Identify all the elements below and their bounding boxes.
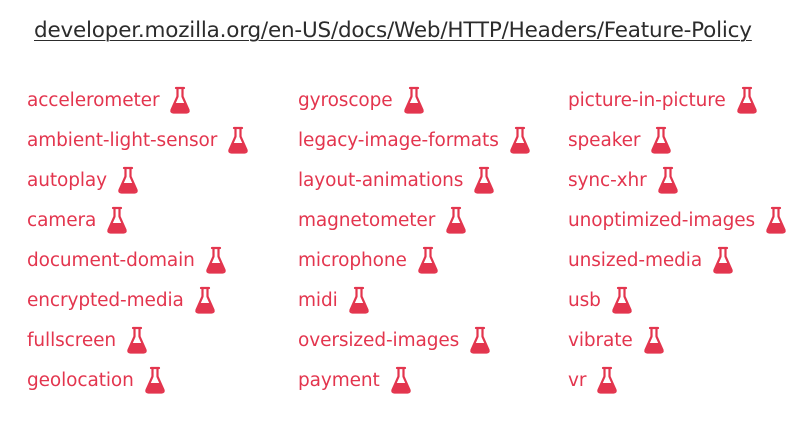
docs-url-link[interactable]: developer.mozilla.org/en-US/docs/Web/HTT… <box>34 18 752 43</box>
feature-name: layout-animations <box>298 169 464 191</box>
feature-name: unsized-media <box>568 249 703 271</box>
feature-item: magnetometer <box>298 200 531 240</box>
feature-name: accelerometer <box>27 89 160 111</box>
feature-item: geolocation <box>27 360 249 400</box>
feature-name: payment <box>298 369 380 391</box>
feature-name: vibrate <box>568 329 633 351</box>
flask-icon <box>348 286 369 314</box>
flask-icon <box>657 166 678 194</box>
feature-item: vr <box>568 360 787 400</box>
feature-name: vr <box>568 369 587 391</box>
feature-name: speaker <box>568 129 641 151</box>
feature-column-2: gyroscope legacy-image-formats layout-an… <box>298 80 531 400</box>
feature-name: picture-in-picture <box>568 89 726 111</box>
flask-icon <box>612 286 632 314</box>
feature-column-3: picture-in-picture speaker sync-xhr unop… <box>568 80 787 400</box>
feature-item: document-domain <box>27 240 249 280</box>
feature-column-1: accelerometer ambient-light-sensor autop… <box>27 80 249 400</box>
feature-item: sync-xhr <box>568 160 787 200</box>
feature-item: gyroscope <box>298 80 531 120</box>
feature-item: midi <box>298 280 531 320</box>
flask-icon <box>127 326 147 354</box>
feature-item: vibrate <box>568 320 787 360</box>
flask-icon <box>418 246 438 274</box>
flask-icon <box>403 86 424 114</box>
flask-icon <box>206 246 226 274</box>
feature-item: encrypted-media <box>27 280 249 320</box>
feature-name: legacy-image-formats <box>298 129 499 151</box>
feature-name: encrypted-media <box>27 289 184 311</box>
feature-item: unsized-media <box>568 240 787 280</box>
feature-name: unoptimized-images <box>568 209 756 231</box>
flask-icon <box>509 126 530 154</box>
feature-name: ambient-light-sensor <box>27 129 218 151</box>
feature-item: fullscreen <box>27 320 249 360</box>
flask-icon <box>118 166 138 194</box>
flask-icon <box>736 86 757 114</box>
flask-icon <box>474 166 495 194</box>
flask-icon <box>446 206 466 234</box>
flask-icon <box>597 366 618 394</box>
flask-icon <box>643 326 664 354</box>
feature-name: usb <box>568 289 601 311</box>
flask-icon <box>107 206 128 234</box>
flask-icon <box>145 366 165 394</box>
feature-name: autoplay <box>27 169 108 191</box>
flask-icon <box>470 326 490 354</box>
feature-item: microphone <box>298 240 531 280</box>
feature-item: oversized-images <box>298 320 531 360</box>
feature-item: unoptimized-images <box>568 200 787 240</box>
feature-name: geolocation <box>27 369 134 391</box>
feature-item: camera <box>27 200 249 240</box>
feature-name: oversized-images <box>298 329 460 351</box>
feature-item: ambient-light-sensor <box>27 120 249 160</box>
flask-icon <box>195 286 215 314</box>
feature-item: layout-animations <box>298 160 531 200</box>
feature-name: midi <box>298 289 338 311</box>
feature-item: autoplay <box>27 160 249 200</box>
flask-icon <box>390 366 411 394</box>
feature-item: picture-in-picture <box>568 80 787 120</box>
feature-item: accelerometer <box>27 80 249 120</box>
feature-name: document-domain <box>27 249 195 271</box>
feature-item: usb <box>568 280 787 320</box>
feature-item: speaker <box>568 120 787 160</box>
flask-icon <box>713 246 733 274</box>
flask-icon <box>766 206 786 234</box>
feature-item: payment <box>298 360 531 400</box>
feature-name: camera <box>27 209 97 231</box>
feature-name: magnetometer <box>298 209 436 231</box>
feature-name: gyroscope <box>298 89 393 111</box>
feature-name: sync-xhr <box>568 169 647 191</box>
flask-icon <box>228 126 249 154</box>
feature-item: legacy-image-formats <box>298 120 531 160</box>
feature-name: microphone <box>298 249 407 271</box>
flask-icon <box>651 126 672 154</box>
feature-name: fullscreen <box>27 329 117 351</box>
flask-icon <box>170 86 191 114</box>
